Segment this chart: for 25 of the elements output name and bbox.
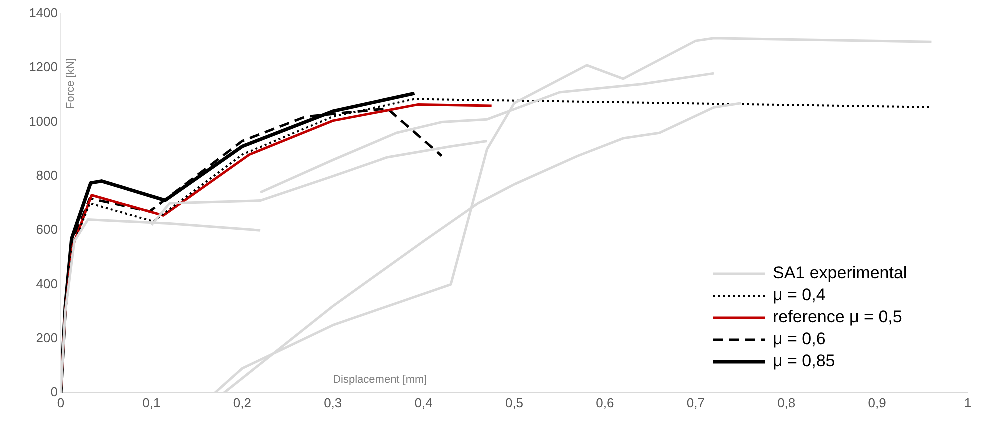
y-tick-label: 800 xyxy=(36,168,58,184)
legend-label: μ = 0,4 xyxy=(773,286,826,305)
y-tick-label: 1000 xyxy=(29,114,58,129)
x-tick-label: 0,8 xyxy=(778,395,796,410)
legend-label: reference μ = 0,5 xyxy=(773,308,902,327)
x-tick-label: 0,4 xyxy=(414,395,433,410)
x-tick-label: 0,3 xyxy=(324,395,342,410)
y-tick-label: 0 xyxy=(50,384,58,400)
x-tick-label: 0,5 xyxy=(505,395,524,410)
y-tick-label: 200 xyxy=(36,330,58,346)
legend-label: SA1 experimental xyxy=(773,264,908,283)
x-tick-label: 0,2 xyxy=(233,395,252,410)
legend-label: μ = 0,85 xyxy=(773,352,836,371)
x-tick-label: 0,6 xyxy=(596,395,614,410)
x-tick-label: 1 xyxy=(964,395,972,410)
x-tick-label: 0,1 xyxy=(142,395,161,410)
legend-label: μ = 0,6 xyxy=(773,330,826,349)
x-tick-label: 0,9 xyxy=(868,395,886,410)
y-tick-label: 600 xyxy=(36,222,58,238)
y-tick-label: 1400 xyxy=(29,6,58,21)
x-tick-label: 0,7 xyxy=(686,395,705,410)
x-axis-title: Displacement [mm] xyxy=(333,374,428,386)
y-axis-title: Force [kN] xyxy=(65,58,78,109)
y-tick-label: 1200 xyxy=(29,60,58,75)
y-tick-label: 400 xyxy=(36,276,58,292)
